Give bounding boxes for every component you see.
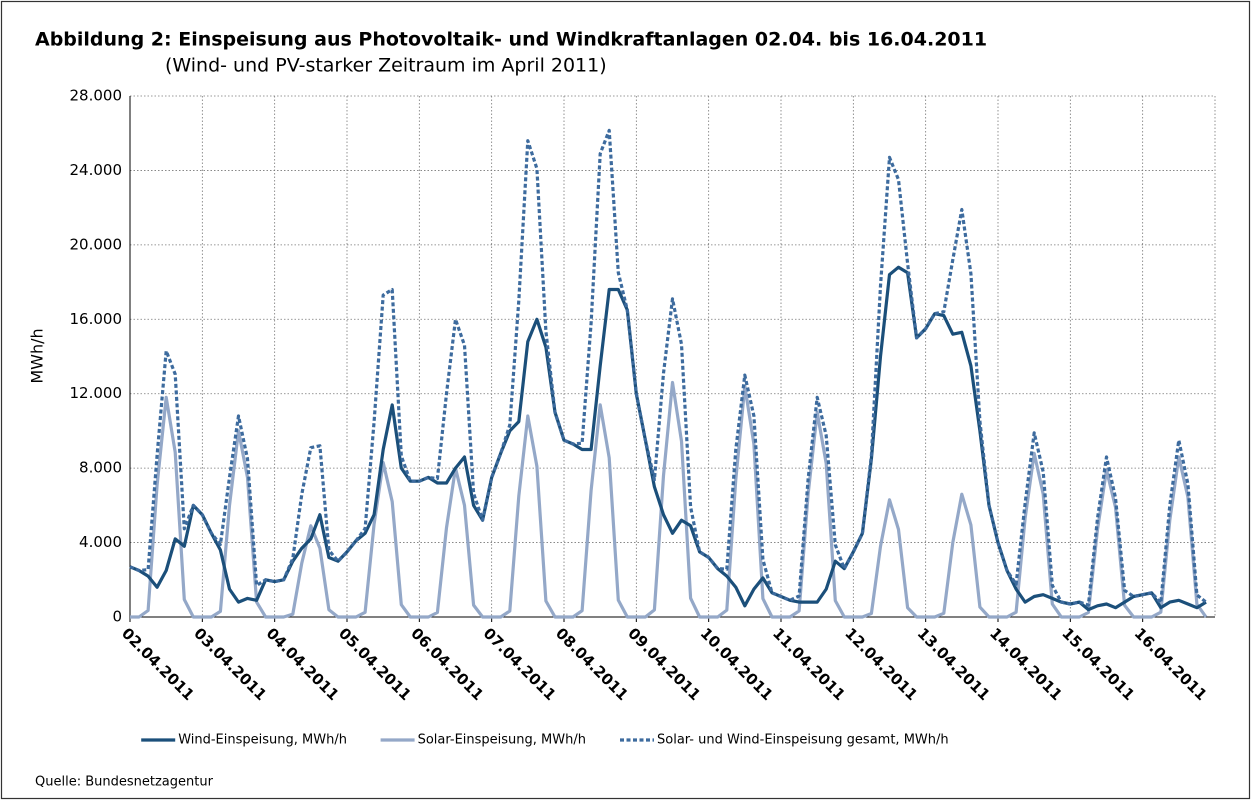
x-tick-label: 16.04.2011 xyxy=(1131,624,1211,704)
x-tick-label: 08.04.2011 xyxy=(552,624,632,704)
x-tick-label: 15.04.2011 xyxy=(1058,624,1138,704)
source: Quelle: Bundesnetzagentur xyxy=(35,775,214,790)
x-tick-label: 04.04.2011 xyxy=(263,624,343,704)
x-tick-label: 07.04.2011 xyxy=(480,624,560,704)
x-tick-label: 13.04.2011 xyxy=(914,624,994,704)
x-tick-label: 10.04.2011 xyxy=(697,624,777,704)
x-tick-label: 12.04.2011 xyxy=(841,624,921,704)
x-tick-label: 02.04.2011 xyxy=(118,624,198,704)
y-tick-label: 24.000 xyxy=(70,161,123,179)
chart-subtitle: (Wind- und PV-starker Zeitraum im April … xyxy=(165,55,607,77)
x-tick-label: 11.04.2011 xyxy=(769,624,849,704)
y-tick-label: 20.000 xyxy=(70,235,123,253)
x-tick-label: 09.04.2011 xyxy=(624,624,704,704)
y-tick-label: 8.000 xyxy=(79,459,122,477)
legend-label: Wind-Einspeisung, MWh/h xyxy=(178,733,347,748)
y-tick-label: 28.000 xyxy=(70,87,123,105)
y-axis-label: MWh/h xyxy=(28,328,47,383)
x-tick-label: 03.04.2011 xyxy=(190,624,270,704)
x-tick-label: 14.04.2011 xyxy=(986,624,1066,704)
series-line xyxy=(129,128,1207,607)
chart-title: Abbildung 2: Einspeisung aus Photovoltai… xyxy=(35,29,987,51)
y-tick-label: 16.000 xyxy=(70,310,123,328)
legend-label: Solar- und Wind-Einspeisung gesamt, MWh/… xyxy=(657,733,949,748)
series-line xyxy=(130,380,1208,619)
series-line xyxy=(129,265,1207,612)
legend-label: Solar-Einspeisung, MWh/h xyxy=(418,733,586,748)
y-tick-label: 4.000 xyxy=(79,533,122,551)
x-tick-label: 05.04.2011 xyxy=(335,624,415,704)
y-tick-label: 0 xyxy=(112,608,122,626)
y-tick-label: 12.000 xyxy=(70,384,123,402)
x-tick-label: 06.04.2011 xyxy=(407,624,487,704)
